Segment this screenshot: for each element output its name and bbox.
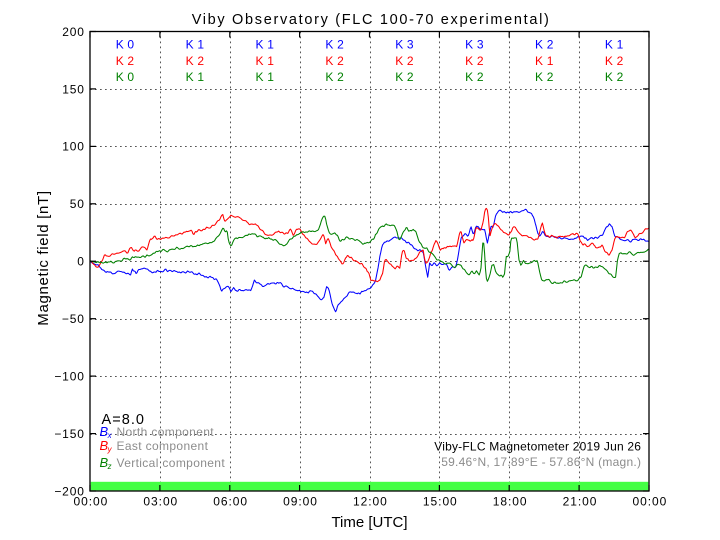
svg-text:K 1: K 1: [186, 38, 205, 52]
svg-text:Time [UTC]: Time [UTC]: [331, 514, 407, 531]
svg-text:K 0: K 0: [116, 38, 135, 52]
svg-text:03:00: 03:00: [143, 495, 178, 509]
svg-text:K 1: K 1: [186, 70, 205, 84]
svg-text:−200: −200: [54, 484, 84, 498]
svg-text:K 0: K 0: [116, 70, 135, 84]
svg-text:59.46°N, 17.89°E - 57.86°N (ma: 59.46°N, 17.89°E - 57.86°N (magn.): [441, 455, 641, 469]
svg-text:200: 200: [62, 25, 85, 39]
svg-text:50: 50: [70, 197, 85, 211]
svg-text:150: 150: [62, 82, 85, 96]
svg-text:09:00: 09:00: [283, 495, 318, 509]
svg-text:K 2: K 2: [325, 38, 344, 52]
svg-text:Magnetic field [nT]: Magnetic field [nT]: [35, 190, 52, 325]
svg-text:100: 100: [62, 140, 85, 154]
svg-text:Viby-FLC Magnetometer 2019 Jun: Viby-FLC Magnetometer 2019 Jun 26: [434, 440, 641, 454]
svg-text:K 2: K 2: [325, 54, 344, 68]
svg-text:00:00: 00:00: [633, 495, 668, 509]
svg-text:K 2: K 2: [395, 54, 414, 68]
svg-text:−50: −50: [62, 312, 85, 326]
svg-text:K 2: K 2: [465, 70, 484, 84]
svg-text:−150: −150: [54, 427, 84, 441]
svg-text:North component: North component: [117, 425, 215, 439]
svg-text:K 2: K 2: [605, 70, 624, 84]
svg-text:K 2: K 2: [325, 70, 344, 84]
svg-text:K 1: K 1: [535, 54, 554, 68]
svg-text:B: B: [100, 455, 109, 470]
svg-text:−100: −100: [54, 370, 84, 384]
svg-text:0: 0: [77, 255, 85, 269]
svg-text:06:00: 06:00: [213, 495, 248, 509]
svg-text:15:00: 15:00: [423, 495, 458, 509]
svg-text:East component: East component: [117, 439, 209, 453]
svg-text:z: z: [107, 462, 112, 471]
svg-text:K 2: K 2: [535, 38, 554, 52]
svg-text:K 1: K 1: [605, 38, 624, 52]
svg-text:12:00: 12:00: [353, 495, 388, 509]
svg-text:K 3: K 3: [465, 38, 484, 52]
svg-text:K 3: K 3: [395, 38, 414, 52]
svg-text:K 1: K 1: [255, 70, 274, 84]
svg-text:K 2: K 2: [116, 54, 135, 68]
svg-text:21:00: 21:00: [563, 495, 598, 509]
svg-text:x: x: [107, 431, 113, 440]
svg-text:K 2: K 2: [465, 54, 484, 68]
svg-text:K 2: K 2: [535, 70, 554, 84]
svg-text:K 2: K 2: [605, 54, 624, 68]
svg-text:Vertical component: Vertical component: [117, 456, 226, 470]
svg-text:B: B: [100, 424, 109, 439]
svg-text:18:00: 18:00: [493, 495, 528, 509]
svg-text:Viby Observatory (FLC 100-70 e: Viby Observatory (FLC 100-70 experimenta…: [192, 12, 551, 28]
svg-text:A=8.0: A=8.0: [102, 412, 146, 428]
svg-text:K 1: K 1: [255, 38, 274, 52]
svg-text:K 2: K 2: [395, 70, 414, 84]
svg-text:K 2: K 2: [186, 54, 205, 68]
svg-text:y: y: [107, 445, 113, 454]
svg-text:B: B: [100, 438, 109, 453]
svg-text:K 1: K 1: [255, 54, 274, 68]
svg-text:00:00: 00:00: [74, 495, 109, 509]
